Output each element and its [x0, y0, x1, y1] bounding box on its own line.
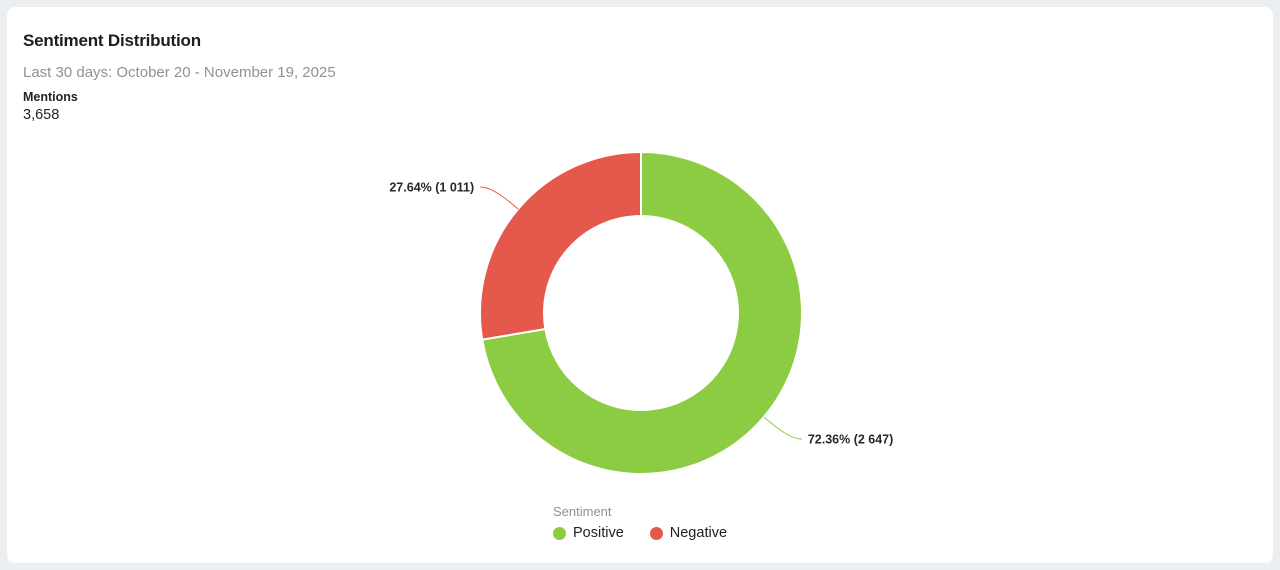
chart-title: Sentiment Distribution: [23, 31, 201, 50]
legend-items: Positive Negative: [552, 525, 728, 541]
legend-title: Sentiment: [552, 504, 612, 519]
legend-item-negative[interactable]: Negative: [649, 525, 728, 541]
slice-label-positive: 72.36% (2 647): [808, 432, 893, 446]
legend-label-positive: Positive: [572, 525, 624, 541]
legend-label-negative: Negative: [669, 525, 728, 541]
label-connector-negative: [480, 186, 519, 210]
mentions-metric-value: 3,658: [23, 107, 60, 123]
sentiment-distribution-card: Sentiment Distribution Last 30 days: Oct…: [6, 6, 1274, 564]
slice-negative[interactable]: [479, 150, 642, 341]
slice-label-negative: 27.64% (1 011): [389, 181, 474, 195]
label-connector-positive: [763, 416, 802, 440]
chart-date-range: Last 30 days: October 20 - November 19, …: [23, 64, 336, 81]
negative-swatch-icon: [649, 526, 663, 540]
mentions-metric-label: Mentions: [23, 90, 78, 104]
legend: Sentiment Positive Negative: [552, 504, 728, 541]
slice-positive[interactable]: [481, 150, 803, 475]
legend-item-positive[interactable]: Positive: [552, 525, 624, 541]
positive-swatch-icon: [552, 526, 566, 540]
donut-chart: 72.36% (2 647) 27.64% (1 011): [389, 150, 893, 475]
